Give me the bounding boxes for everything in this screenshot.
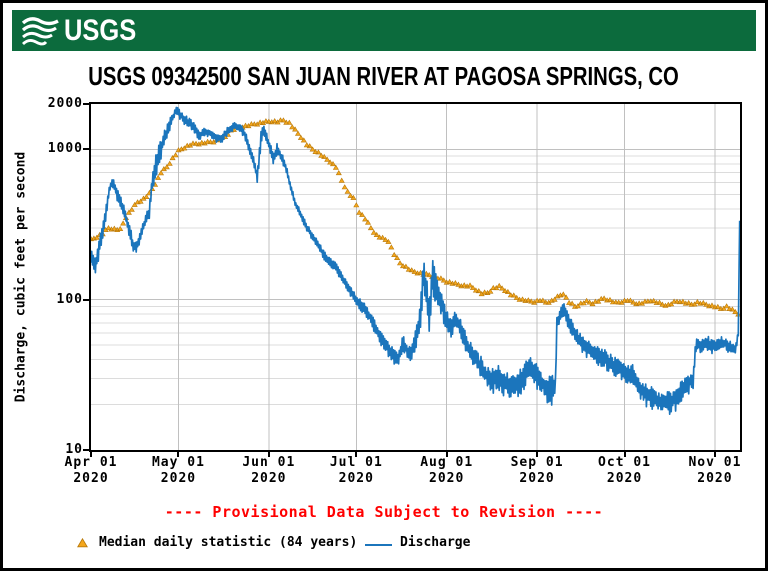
x-tick-label-jul-01: Jul 01 2020: [329, 455, 383, 486]
x-tick-label-oct-01: Oct 01 2020: [598, 455, 652, 486]
legend-discharge-label: Discharge: [400, 535, 471, 550]
usgs-wave-logo-icon: [22, 16, 59, 45]
x-tick-label-aug-01: Aug 01 2020: [420, 455, 474, 486]
y-tick-label-1000: 1000: [47, 141, 83, 157]
x-tick-label-may-01: May 01 2020: [151, 455, 205, 486]
usgs-header-banner: USGS: [12, 10, 756, 51]
x-tick-mark: [177, 452, 180, 457]
x-tick-label-apr-01: Apr 01 2020: [64, 455, 118, 486]
y-tick-label-10: 10: [65, 442, 83, 457]
y-tick-mark: [83, 449, 89, 451]
x-tick-mark: [445, 452, 448, 457]
y-axis-label: Discharge, cubic feet per second: [13, 151, 29, 403]
x-tick-mark: [713, 452, 716, 457]
y-tick-mark: [83, 148, 89, 151]
x-tick-mark: [536, 452, 539, 457]
y-tick-mark: [83, 103, 89, 105]
x-tick-label-nov-01: Nov 01 2020: [688, 455, 742, 486]
y-tick-mark: [83, 298, 89, 301]
legend-median-label: Median daily statistic (84 years): [99, 535, 358, 550]
x-tick-label-jun-01: Jun 01 2020: [242, 455, 296, 486]
page-title: USGS 09342500 SAN JUAN RIVER AT PAGOSA S…: [88, 61, 680, 91]
discharge-series: [91, 106, 740, 416]
x-tick-mark: [623, 452, 626, 457]
x-tick-mark: [267, 452, 270, 457]
x-tick-mark: [90, 452, 92, 457]
usgs-logo-text: USGS: [64, 13, 137, 47]
median-series: [91, 117, 740, 317]
x-tick-mark: [355, 452, 358, 457]
hydrograph-svg: [91, 104, 740, 450]
provisional-data-notice: ---- Provisional Data Subject to Revisio…: [164, 503, 604, 521]
median-triangle-icon: [77, 538, 88, 548]
hydrograph-plot-area: [89, 102, 742, 452]
chart-legend: Median daily statistic (84 years) Discha…: [3, 534, 765, 554]
discharge-line-sample-icon: [365, 544, 392, 546]
y-tick-label-100: 100: [56, 291, 83, 307]
x-tick-label-sep-01: Sep 01 2020: [510, 455, 564, 486]
y-tick-label-2000: 2000: [47, 96, 83, 111]
